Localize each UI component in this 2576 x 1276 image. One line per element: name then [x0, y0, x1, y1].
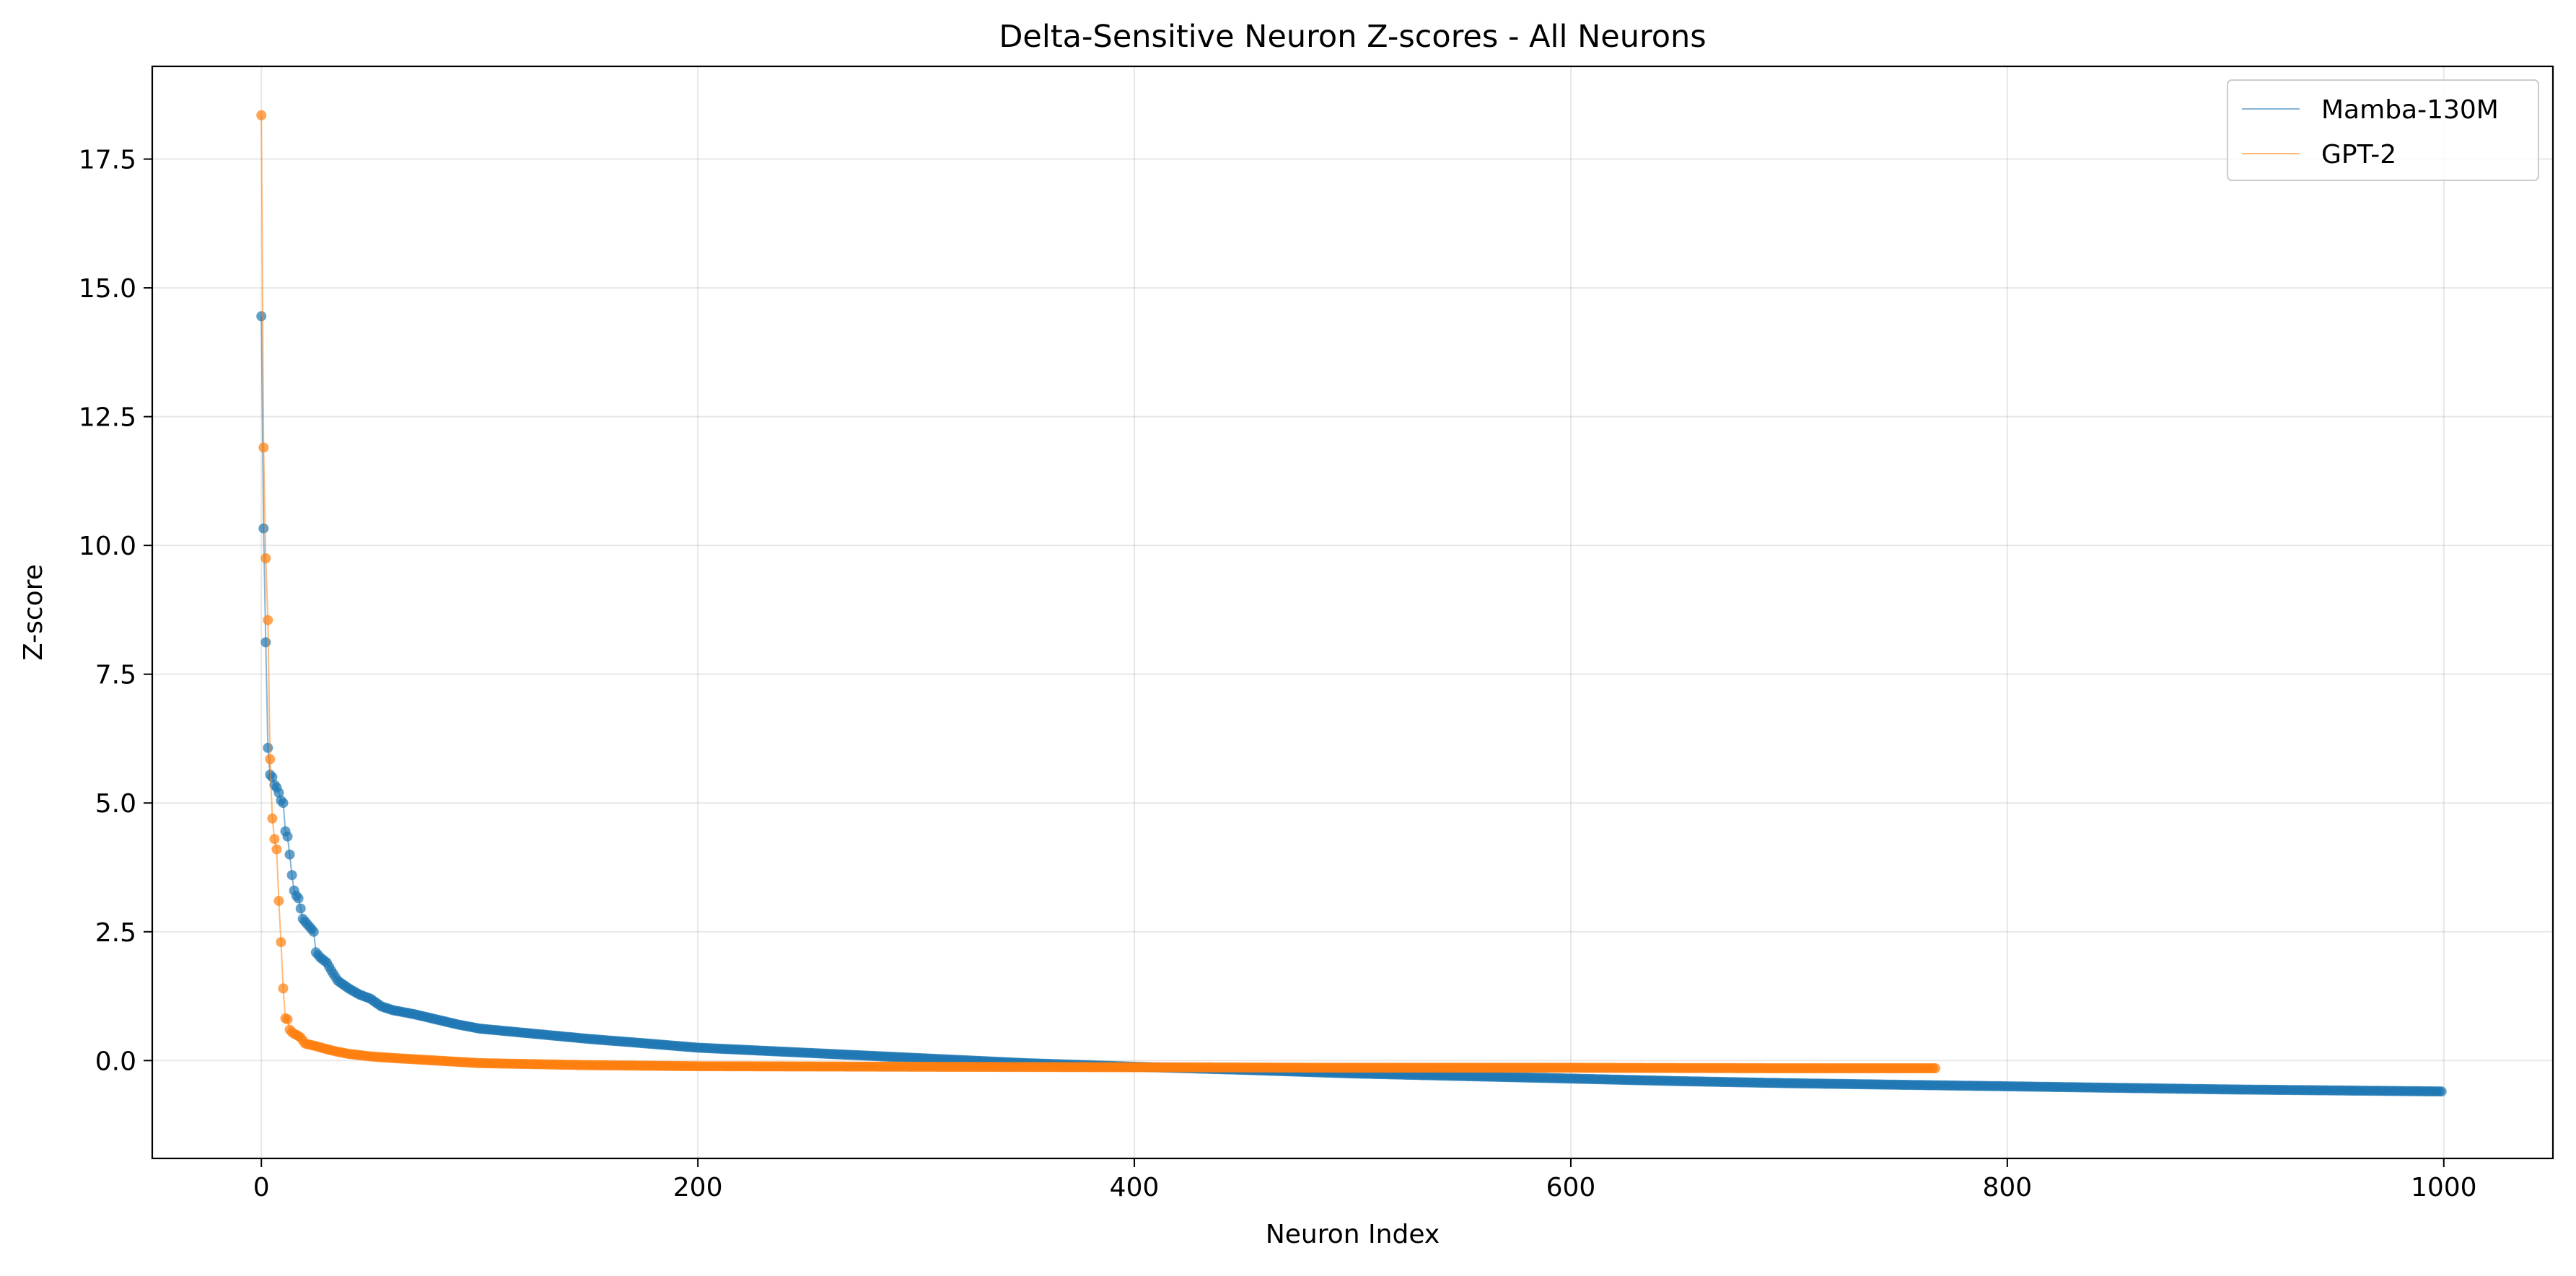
data-point [286, 870, 297, 881]
data-point [263, 742, 273, 753]
data-point [256, 311, 267, 322]
data-series [256, 110, 2447, 1097]
data-point [269, 834, 280, 845]
data-point [282, 831, 293, 842]
data-point [293, 893, 304, 904]
data-point [267, 813, 278, 824]
grid-lines [152, 66, 2553, 1158]
y-tick-label: 2.5 [95, 918, 136, 948]
data-point [278, 798, 289, 809]
axis-ticks: 0 200 400 600 800 1000 0.0 2.5 5.0 7.5 10.0 12.5 15.… [79, 146, 2477, 1202]
data-point [258, 442, 269, 453]
y-tick-label: 7.5 [95, 661, 136, 690]
data-point [256, 110, 267, 120]
y-tick-label: 10.0 [79, 532, 136, 561]
data-point [295, 903, 306, 914]
x-tick-label: 600 [1546, 1173, 1596, 1202]
data-point [273, 788, 284, 798]
data-point [260, 637, 271, 648]
plot-frame [151, 65, 2554, 1160]
data-point [271, 844, 282, 855]
chart-title: Delta-Sensitive Neuron Z-scores - All Ne… [999, 19, 1706, 55]
series-1 [256, 110, 1941, 1073]
data-point [265, 754, 276, 765]
x-tick-label: 200 [673, 1173, 723, 1202]
y-tick-label: 17.5 [79, 146, 136, 175]
y-tick-label: 0.0 [95, 1047, 136, 1076]
x-tick-label: 400 [1110, 1173, 1160, 1202]
y-tick-label: 5.0 [95, 789, 136, 819]
data-point [273, 895, 284, 906]
x-tick-label: 1000 [2411, 1173, 2477, 1202]
chart-legend: Mamba-130M GPT-2 [2227, 79, 2539, 181]
data-point [1930, 1063, 1941, 1073]
data-point [2436, 1086, 2447, 1097]
series-0 [256, 311, 2447, 1097]
y-axis-label: Z-score [19, 564, 48, 661]
data-point [278, 983, 289, 994]
data-point [282, 1014, 293, 1025]
legend-box [2227, 79, 2539, 181]
data-point [267, 772, 278, 783]
data-point [276, 937, 286, 948]
data-point [308, 926, 319, 937]
legend-label-gpt2: GPT-2 [2321, 140, 2396, 170]
y-tick-label: 15.0 [79, 274, 136, 304]
x-axis-label: Neuron Index [1266, 1220, 1440, 1249]
x-tick-label: 800 [1983, 1173, 2033, 1202]
data-point [260, 553, 271, 563]
data-point [258, 523, 269, 534]
y-tick-label: 12.5 [79, 403, 136, 433]
legend-label-mamba: Mamba-130M [2321, 95, 2499, 125]
data-point [284, 849, 295, 860]
x-tick-label: 0 [253, 1173, 270, 1202]
data-point [263, 615, 273, 625]
